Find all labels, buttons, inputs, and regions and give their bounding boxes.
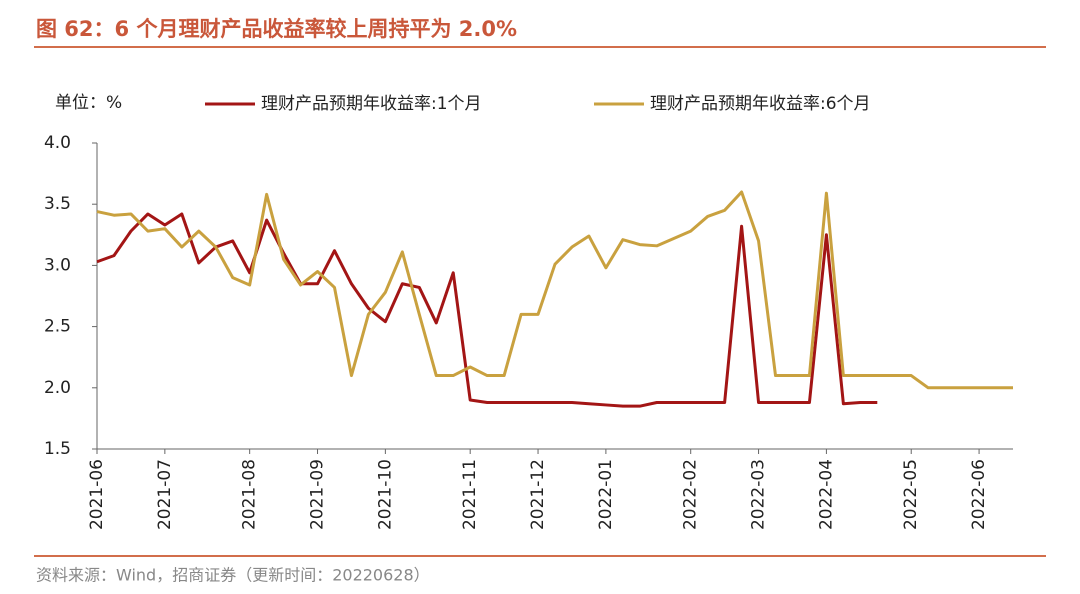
series-line — [96, 190, 1013, 390]
y-axis-label: 单位：% — [55, 93, 122, 113]
y-tick-label: 1.5 — [44, 439, 71, 459]
y-tick-label: 2.5 — [44, 317, 71, 337]
x-tick-label: 2021-09 — [308, 459, 328, 530]
legend-label: 理财产品预期年收益率:1个月 — [261, 94, 482, 114]
x-tick-label: 2022-04 — [816, 459, 836, 530]
y-tick-label: 4.0 — [44, 133, 71, 153]
legend-label: 理财产品预期年收益率:6个月 — [650, 94, 871, 114]
y-tick-label: 2.0 — [44, 378, 71, 398]
x-tick-label: 2021-11 — [460, 459, 480, 530]
source: 资料来源：Wind，招商证券（更新时间：20220628） — [36, 566, 430, 585]
y-tick-label: 3.5 — [44, 194, 71, 214]
x-tick-label: 2022-01 — [596, 459, 616, 530]
x-tick-label: 2022-06 — [969, 459, 989, 530]
x-tick-label: 2021-06 — [87, 459, 107, 530]
series-line — [96, 212, 878, 408]
x-tick-label: 2022-02 — [681, 459, 701, 530]
y-tick-label: 3.0 — [44, 255, 71, 275]
chart-title: 图 62：6 个月理财产品收益率较上周持平为 2.0% — [36, 17, 517, 41]
x-tick-label: 2021-10 — [375, 459, 395, 530]
x-tick-label: 2021-12 — [528, 459, 548, 530]
x-tick-label: 2021-07 — [155, 459, 175, 530]
x-tick-label: 2022-03 — [749, 459, 769, 530]
x-tick-label: 2021-08 — [240, 459, 260, 530]
x-tick-label: 2022-05 — [901, 459, 921, 530]
